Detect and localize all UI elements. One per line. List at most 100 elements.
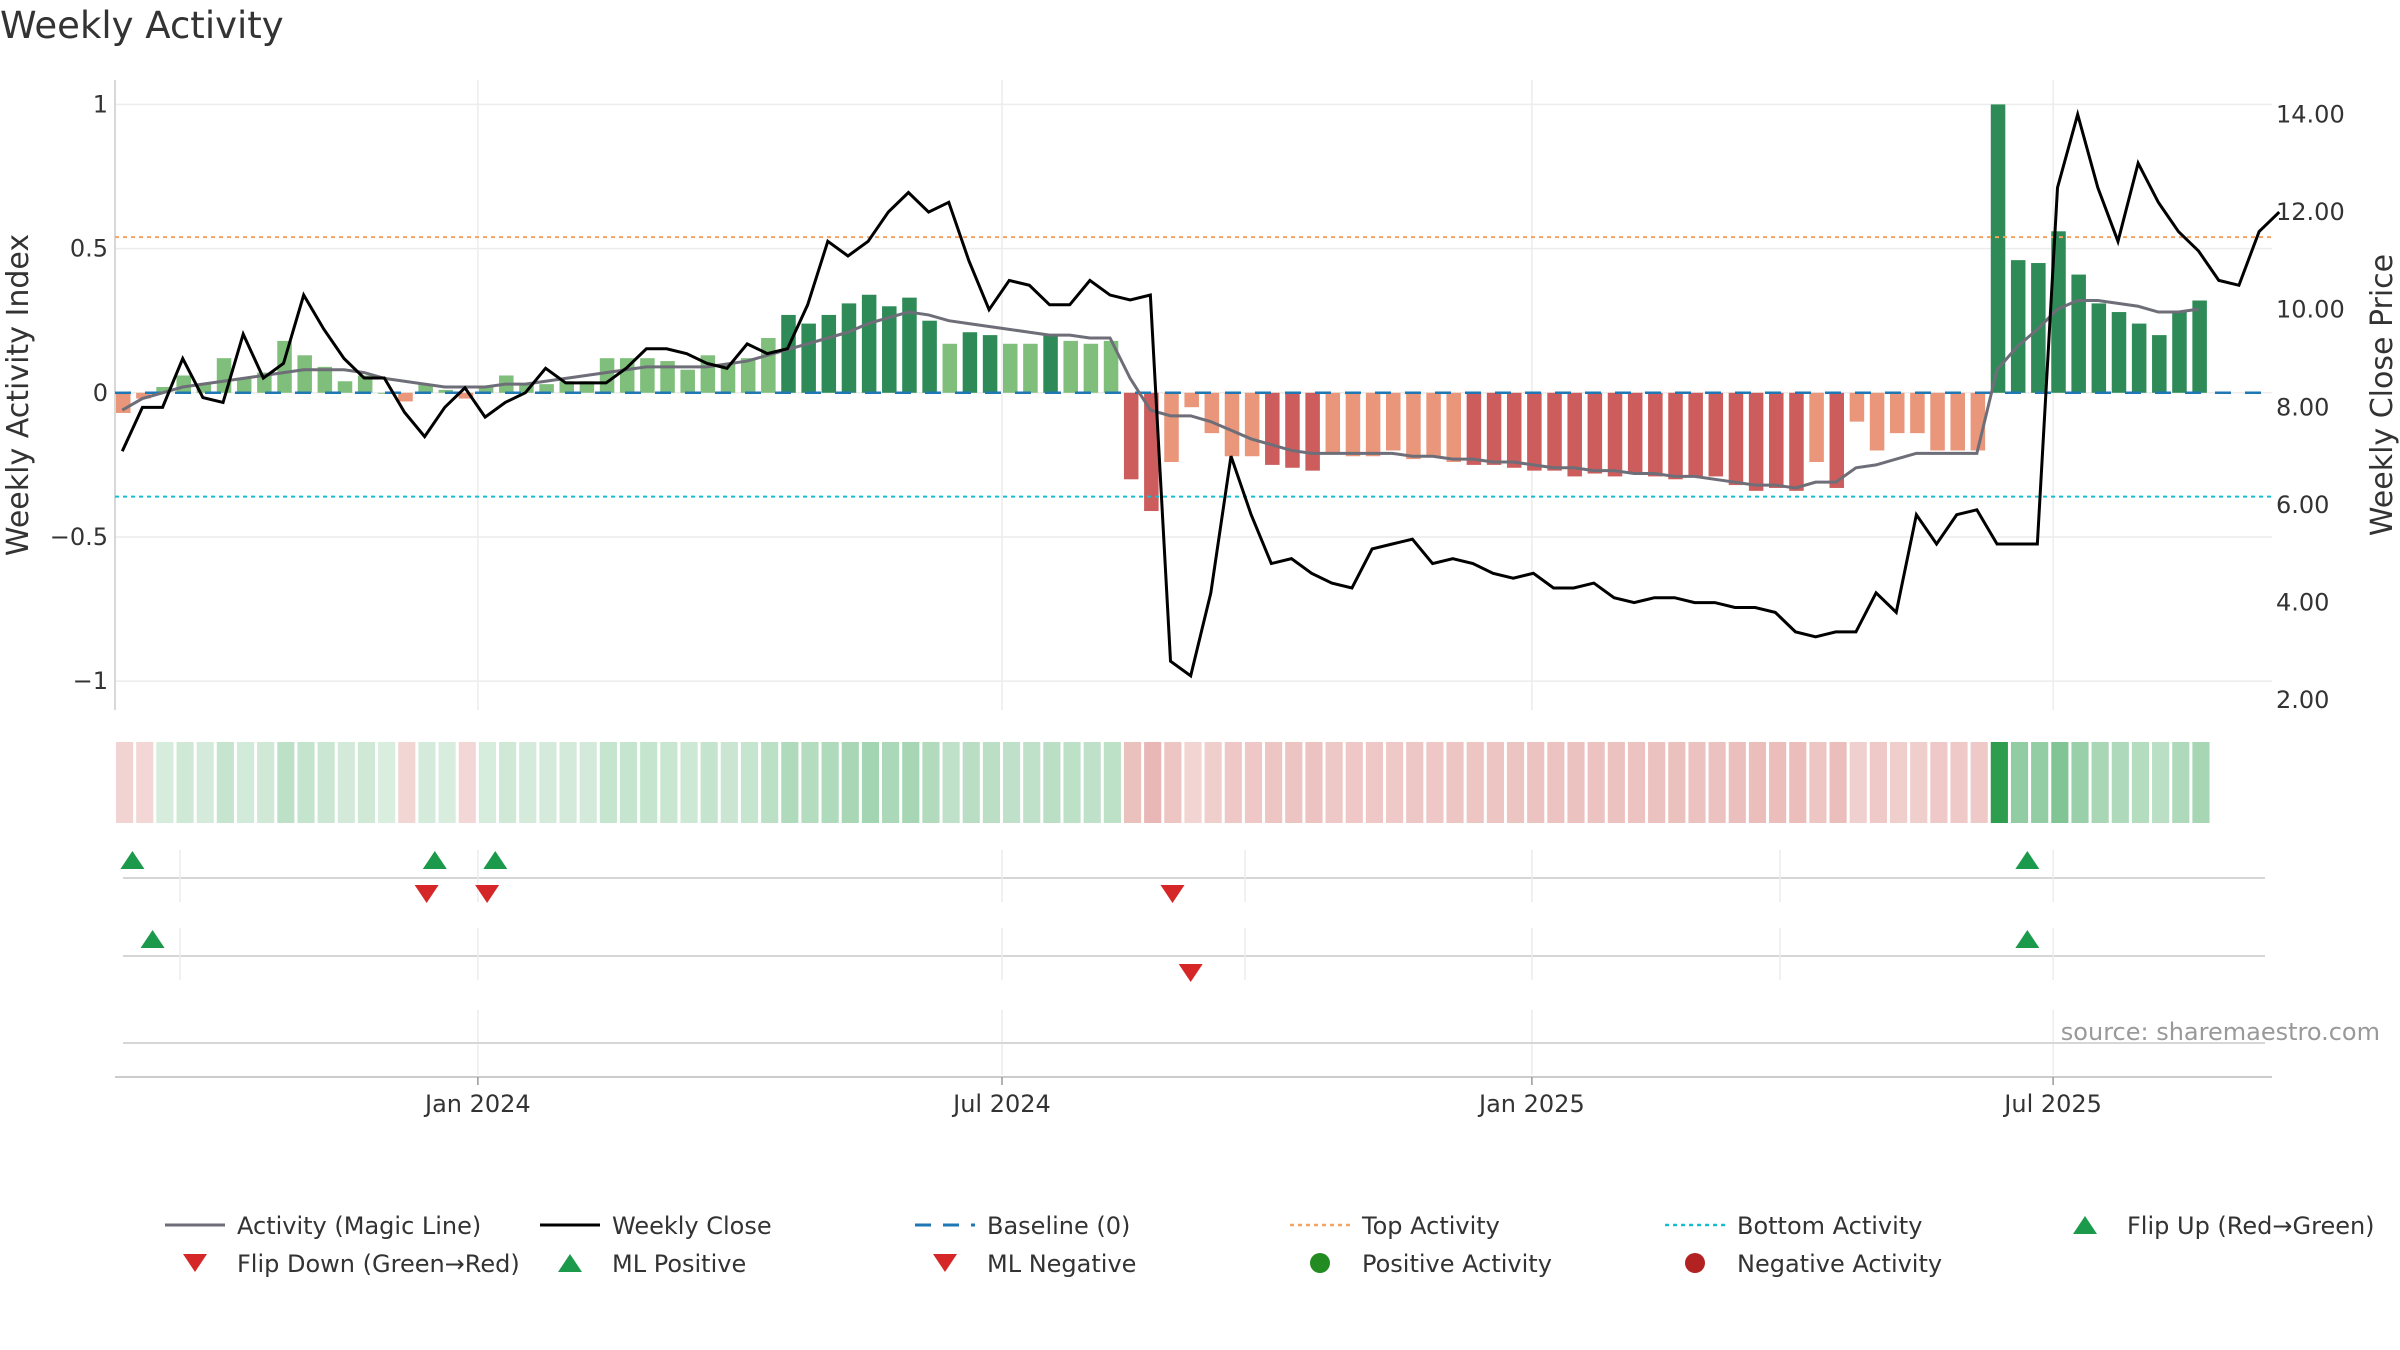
activity-bar [519,384,534,393]
heat-band-cell [1486,742,1504,823]
activity-bar [2131,323,2147,393]
heat-band-cell [579,742,597,823]
heat-band-cell [1144,742,1162,823]
right-tick-label: 14.00 [2276,100,2345,128]
flip-down-marker [475,885,500,903]
heat-band-cell [841,742,859,823]
activity-bar [1144,392,1159,512]
heat-band-cell [1345,742,1363,823]
heat-band-cell [539,742,557,823]
heat-band-cell [1910,742,1928,823]
legend-label: Weekly Close [612,1212,772,1240]
activity-bar [1910,392,1925,434]
heat-band-cell [1406,742,1424,823]
heat-band-cell [378,742,396,823]
activity-bar [1789,392,1804,491]
activity-bar [720,363,736,393]
heat-band-cell [116,742,134,823]
heat-band-cell [196,742,214,823]
right-tick-label: 6.00 [2276,491,2329,519]
heat-band-cell [1829,742,1847,823]
activity-bar [922,320,937,393]
left-tick-label: 0.5 [70,235,108,263]
heat-band-cell [1305,742,1323,823]
legend-swatch [2073,1216,2097,1234]
activity-bar [680,369,695,393]
activity-bar [1990,104,2006,393]
heat-band-cell [660,742,678,823]
activity-bar [559,381,575,393]
heat-band-cell [1063,742,1081,823]
activity-bar [1164,392,1179,462]
activity-bar [1547,392,1562,471]
heat-band-cell [1426,742,1444,823]
activity-bar [2091,303,2107,393]
activity-bar [1204,392,1220,434]
activity-bar [297,355,312,393]
flip-up-marker [483,851,508,869]
activity-bar [196,384,212,393]
heat-band-cell [680,742,698,823]
activity-bar [1406,392,1421,460]
activity-bar [1023,343,1038,393]
legend-label: ML Positive [612,1250,746,1278]
activity-bar [1466,392,1482,465]
heat-band-cell [1567,742,1585,823]
heat-band-cell [1587,742,1605,823]
heat-band-cell [700,742,718,823]
right-tick-label: 4.00 [2276,589,2329,617]
activity-bar [1627,392,1643,474]
activity-bar [1567,392,1582,477]
activity-bar [418,384,433,393]
activity-bar [1607,392,1623,477]
heat-band-cell [1728,742,1746,823]
x-tick-label: Jul 2024 [951,1090,1051,1118]
legend-swatch [1310,1253,1330,1273]
activity-bar [861,294,877,393]
heat-band-cell [176,742,194,823]
heat-band-cell [1365,742,1384,823]
heat-band-cell [1386,742,1404,823]
heat-band-cell [277,742,295,823]
right-tick-label: 10.00 [2276,296,2345,324]
activity-bar [1002,343,1018,393]
heat-band-cell [1023,742,1041,823]
heat-band-cell [1627,742,1646,823]
activity-bar [1345,392,1361,457]
flip-up-marker [120,851,145,869]
heat-band-cell [2131,742,2150,823]
activity-bar [1930,392,1945,451]
heat-band-cell [1083,742,1101,823]
activity-bar [216,358,232,393]
activity-bar [357,375,373,393]
heat-band-cell [1789,742,1807,823]
heat-band-cell [317,742,335,823]
activity-bar [458,392,474,399]
heat-band-cell [1748,742,1767,823]
heat-band-cell [337,742,355,823]
heat-band-cell [438,742,456,823]
heat-band-cell [1224,742,1242,823]
legend-label: Positive Activity [1362,1250,1552,1278]
heat-band-cell [2152,742,2170,823]
ml-positive-marker [140,930,165,948]
heat-band-cell [559,742,577,823]
flip-down-marker [414,885,439,903]
activity-bar [176,375,191,393]
activity-bar [2051,231,2066,393]
activity-bar [1688,392,1703,477]
activity-bar [2152,335,2167,393]
activity-bar [982,335,998,393]
activity-bar [1809,392,1824,462]
legend-swatch [1685,1253,1705,1273]
legend-swatch [558,1254,582,1272]
heat-band-cell [2172,742,2190,823]
heat-band-cell [902,742,920,823]
heat-band-cell [1889,742,1908,823]
activity-bar [1063,340,1078,393]
ml-negative-marker [1178,964,1203,982]
activity-bar [1869,392,1885,451]
heat-band-cell [861,742,880,823]
activity-bar [136,392,151,399]
